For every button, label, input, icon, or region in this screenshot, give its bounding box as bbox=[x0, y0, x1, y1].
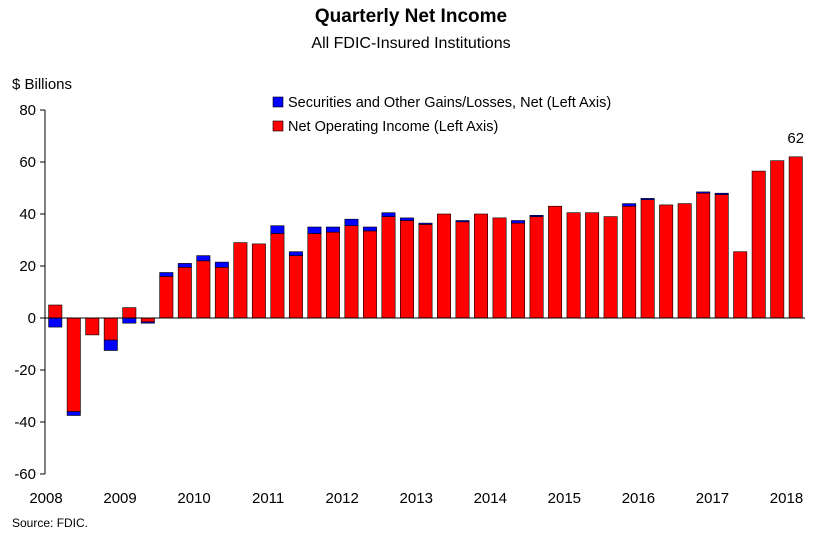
chart-subtitle: All FDIC-Insured Institutions bbox=[311, 35, 511, 52]
y-tick-label: -40 bbox=[14, 414, 36, 431]
bar-net-operating-income bbox=[733, 251, 748, 319]
bar-net-operating-income bbox=[788, 156, 803, 319]
bar-net-operating-income bbox=[66, 317, 81, 412]
bar-net-operating-income bbox=[400, 220, 414, 319]
x-tick-label: 2012 bbox=[326, 490, 359, 507]
legend-label: Net Operating Income (Left Axis) bbox=[288, 119, 498, 135]
bar-net-operating-income bbox=[585, 212, 600, 319]
y-tick-label: 20 bbox=[19, 258, 36, 275]
bar-securities-gains-losses bbox=[455, 220, 470, 223]
y-tick-label: 0 bbox=[28, 310, 36, 327]
bar-net-operating-income bbox=[177, 266, 192, 319]
bar-securities-gains-losses bbox=[307, 226, 322, 234]
chart-title: Quarterly Net Income bbox=[314, 6, 508, 27]
x-tick-label: 2016 bbox=[622, 490, 655, 507]
bar-securities-gains-losses bbox=[48, 317, 63, 328]
bar-securities-gains-losses bbox=[529, 215, 544, 217]
x-tick-label: 2018 bbox=[770, 490, 803, 507]
bar-net-operating-income bbox=[288, 255, 303, 319]
bar-net-operating-income bbox=[566, 212, 581, 319]
bar-securities-gains-losses bbox=[214, 261, 229, 268]
source-note: Source: FDIC. bbox=[12, 516, 89, 530]
bar-net-operating-income bbox=[622, 205, 637, 319]
x-tick-label: 2014 bbox=[474, 490, 507, 507]
bar-net-operating-income bbox=[492, 217, 507, 319]
y-tick-label: -20 bbox=[14, 362, 36, 379]
bar-net-operating-income bbox=[603, 216, 618, 319]
bar-net-operating-income bbox=[677, 203, 692, 319]
bar-net-operating-income bbox=[159, 276, 174, 319]
bar-net-operating-income bbox=[251, 243, 266, 319]
bar-net-operating-income bbox=[640, 199, 655, 319]
bar-net-operating-income bbox=[381, 216, 396, 319]
bar-securities-gains-losses bbox=[640, 198, 655, 200]
bar-net-operating-income bbox=[85, 317, 100, 336]
legend-label: Securities and Other Gains/Losses, Net (… bbox=[288, 95, 611, 111]
bar-securities-gains-losses bbox=[696, 191, 711, 194]
bar-net-operating-income bbox=[659, 204, 674, 319]
bar-net-operating-income bbox=[474, 213, 489, 319]
legend-swatch bbox=[272, 120, 284, 132]
y-tick-label: -60 bbox=[14, 466, 36, 483]
bar-securities-gains-losses bbox=[400, 217, 414, 221]
bar-net-operating-income bbox=[325, 231, 340, 319]
x-tick-label: 2010 bbox=[177, 490, 210, 507]
y-tick-label: 40 bbox=[19, 206, 36, 223]
bar-securities-gains-losses bbox=[325, 226, 340, 233]
x-tick-label: 2015 bbox=[548, 490, 581, 507]
bar-securities-gains-losses bbox=[177, 263, 192, 268]
bar-net-operating-income bbox=[529, 216, 544, 319]
bar-net-operating-income bbox=[418, 224, 433, 319]
x-tick-label: 2017 bbox=[696, 490, 729, 507]
x-tick-label: 2013 bbox=[400, 490, 433, 507]
y-tick-label: 80 bbox=[19, 102, 36, 119]
bar-net-operating-income bbox=[307, 233, 322, 319]
bar-securities-gains-losses bbox=[362, 226, 377, 232]
bar-securities-gains-losses bbox=[122, 317, 137, 324]
bar-net-operating-income bbox=[696, 192, 711, 319]
bar-net-operating-income bbox=[233, 242, 248, 319]
bar-net-operating-income bbox=[511, 222, 526, 319]
bar-net-operating-income bbox=[140, 317, 155, 323]
bar-net-operating-income bbox=[196, 260, 211, 319]
x-tick-label: 2009 bbox=[103, 490, 136, 507]
bar-net-operating-income bbox=[714, 194, 729, 319]
bar-securities-gains-losses bbox=[140, 321, 155, 324]
bar-net-operating-income bbox=[103, 317, 118, 341]
bar-securities-gains-losses bbox=[196, 255, 211, 262]
x-tick-label: 2008 bbox=[29, 490, 62, 507]
bar-net-operating-income bbox=[122, 307, 137, 319]
bar-net-operating-income bbox=[344, 225, 359, 319]
bar-net-operating-income bbox=[362, 230, 377, 319]
bar-securities-gains-losses bbox=[381, 212, 396, 217]
bar-securities-gains-losses bbox=[418, 222, 433, 225]
y-axis-label: $ Billions bbox=[12, 76, 73, 93]
bar-net-operating-income bbox=[48, 304, 63, 319]
bar-securities-gains-losses bbox=[159, 272, 174, 277]
legend-swatch bbox=[272, 96, 284, 108]
bar-securities-gains-losses bbox=[714, 192, 729, 195]
bar-securities-gains-losses bbox=[511, 220, 526, 224]
bar-net-operating-income bbox=[455, 221, 470, 319]
bar-securities-gains-losses bbox=[103, 339, 118, 351]
bar-net-operating-income bbox=[270, 233, 285, 319]
bar-securities-gains-losses bbox=[288, 251, 303, 256]
bar-securities-gains-losses bbox=[344, 218, 359, 226]
bar-net-operating-income bbox=[770, 160, 785, 319]
bar-securities-gains-losses bbox=[66, 411, 81, 416]
data-label: 62 bbox=[787, 130, 804, 147]
bar-net-operating-income bbox=[548, 205, 563, 319]
y-tick-label: 60 bbox=[19, 154, 36, 171]
bar-securities-gains-losses bbox=[622, 203, 637, 207]
bar-net-operating-income bbox=[437, 213, 451, 319]
bar-net-operating-income bbox=[751, 170, 766, 319]
bar-net-operating-income bbox=[214, 266, 229, 319]
x-tick-label: 2011 bbox=[252, 490, 284, 507]
bar-securities-gains-losses bbox=[270, 225, 285, 234]
